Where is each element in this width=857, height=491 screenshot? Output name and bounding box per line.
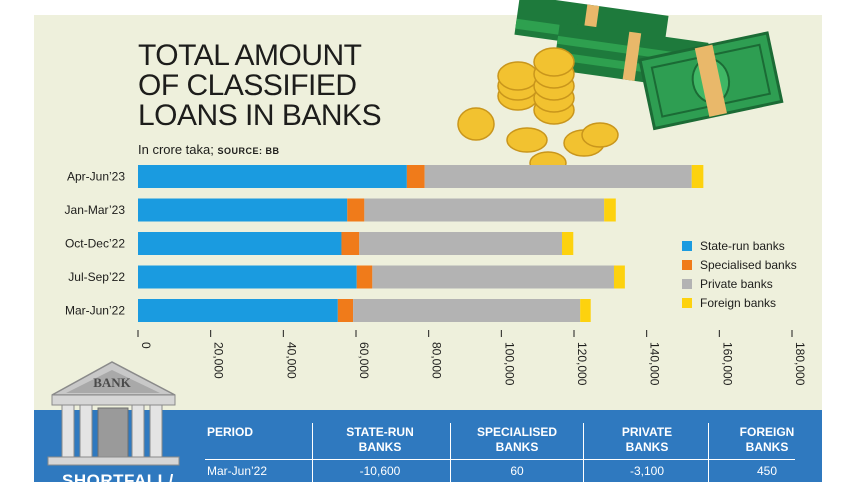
- table-header-specialised: SPECIALISED BANKS: [457, 425, 577, 455]
- title-line-2: OF CLASSIFIED: [138, 69, 357, 102]
- x-tick-label: 80,000: [430, 342, 444, 379]
- legend-swatch-foreign: [682, 297, 692, 308]
- title-line-1: TOTAL AMOUNT: [138, 39, 362, 72]
- bar-segment-foreign: [691, 165, 704, 188]
- bar-segment-specialised: [337, 299, 354, 322]
- money-stacks-and-coins-icon: [457, 0, 784, 175]
- header-foreign-line1: FOREIGN: [739, 425, 795, 439]
- bar-segment-specialised: [341, 232, 360, 255]
- legend-swatch-private: [682, 278, 692, 289]
- legend-item-foreign: Foreign banks: [682, 293, 797, 312]
- table-cell-specialised: 60: [510, 464, 524, 478]
- chart-title: TOTAL AMOUNT OF CLASSIFIED LOANS IN BANK…: [138, 39, 382, 132]
- table-divider: [583, 423, 584, 482]
- legend-swatch-specialised: [682, 259, 692, 270]
- table-cell-private: -3,100: [629, 464, 665, 478]
- bar-segment-private: [359, 232, 563, 255]
- table-header-private: PRIVATE BANKS: [590, 425, 704, 455]
- bar-segment-private: [372, 265, 614, 289]
- table-cell-foreign: 450: [756, 464, 778, 478]
- table-header-period: PERIOD: [207, 425, 267, 440]
- legend-label-state-run: State-run banks: [700, 238, 785, 253]
- legend-swatch-state-run: [682, 240, 692, 251]
- header-private-line2: BANKS: [625, 440, 669, 454]
- bar-segment-private: [364, 198, 605, 222]
- bank-sign-text: BANK: [93, 375, 131, 390]
- legend-label-private: Private banks: [700, 276, 773, 291]
- header-foreign-line2: BANKS: [745, 440, 789, 454]
- shortfall-table-banner: [34, 410, 822, 482]
- chart-subtitle: In crore taka; SOURCE: BB: [138, 142, 280, 157]
- bar-segment-foreign: [613, 265, 625, 289]
- bar-segment-specialised: [356, 265, 373, 289]
- bar-segment-foreign: [604, 198, 616, 222]
- table-divider: [312, 423, 313, 482]
- bar-segment-private: [353, 299, 581, 322]
- bar-segment-state-run: [138, 265, 357, 289]
- bar-segment-specialised: [406, 165, 425, 188]
- category-label: Mar-Jun’22: [65, 304, 125, 318]
- bar-segment-state-run: [138, 198, 348, 222]
- category-label: Jan-Mar’23: [65, 203, 126, 217]
- legend-label-foreign: Foreign banks: [700, 295, 777, 310]
- bar-segment-state-run: [138, 165, 407, 188]
- table-cell-state-run: -10,600: [359, 464, 401, 478]
- chart-legend: State-run banks Specialised banks Privat…: [682, 236, 797, 312]
- table-divider: [450, 423, 451, 482]
- shortfall-label: SHORTFALL/: [62, 471, 174, 490]
- header-state-run-line1: STATE-RUN: [346, 425, 414, 439]
- x-tick-label: 100,000: [502, 342, 516, 386]
- bar-segment-state-run: [138, 299, 338, 322]
- x-tick-label: 180,000: [793, 342, 807, 386]
- table-header-foreign: FOREIGN BANKS: [714, 425, 820, 455]
- x-tick-label: 0: [139, 342, 153, 349]
- x-tick-label: 20,000: [212, 342, 226, 379]
- x-tick-label: 120,000: [575, 342, 589, 386]
- subtitle-unit: In crore taka;: [138, 142, 214, 157]
- table-divider: [708, 423, 709, 482]
- bar-segment-private: [424, 165, 692, 188]
- header-specialised-line2: BANKS: [495, 440, 539, 454]
- category-label: Jul-Sep’22: [68, 270, 125, 284]
- x-tick-label: 40,000: [284, 342, 298, 379]
- title-line-3: LOANS IN BANKS: [138, 99, 382, 132]
- header-specialised-line1: SPECIALISED: [476, 425, 557, 439]
- header-state-run-line2: BANKS: [358, 440, 402, 454]
- x-tick-label: 60,000: [357, 342, 371, 379]
- bar-segment-specialised: [347, 198, 365, 222]
- bar-segment-foreign: [580, 299, 591, 322]
- legend-item-specialised: Specialised banks: [682, 255, 797, 274]
- legend-item-private: Private banks: [682, 274, 797, 293]
- category-label: Oct-Dec’22: [65, 237, 125, 251]
- header-private-line1: PRIVATE: [621, 425, 673, 439]
- bar-segment-state-run: [138, 232, 342, 255]
- table-cell-period: Mar-Jun’22: [207, 464, 268, 478]
- table-header-state-run: STATE-RUN BANKS: [320, 425, 440, 455]
- table-header-rule: [205, 459, 795, 460]
- header-period-text: PERIOD: [207, 425, 254, 439]
- subtitle-source: SOURCE: BB: [217, 146, 280, 156]
- x-tick-label: 160,000: [720, 342, 734, 386]
- bar-segment-foreign: [562, 232, 574, 255]
- x-tick-label: 140,000: [648, 342, 662, 386]
- legend-label-specialised: Specialised banks: [700, 257, 797, 272]
- legend-item-state-run: State-run banks: [682, 236, 797, 255]
- category-label: Apr-Jun’23: [67, 170, 125, 184]
